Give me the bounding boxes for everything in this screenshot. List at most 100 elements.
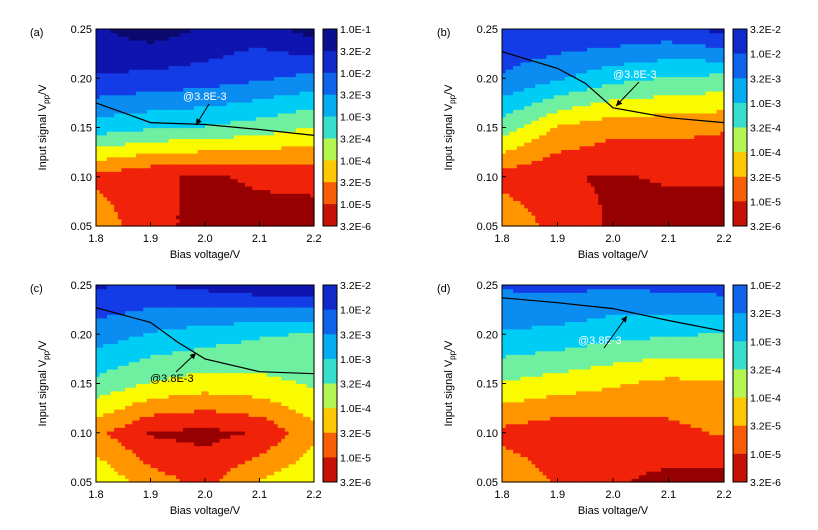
heatmap-cell	[601, 131, 607, 136]
heatmap-cell	[303, 105, 308, 110]
heatmap-cell	[509, 204, 514, 209]
heatmap-cell	[190, 80, 195, 85]
heatmap-cell	[587, 211, 592, 216]
heatmap-cell	[284, 69, 290, 74]
heatmap-cell	[139, 174, 144, 180]
heatmap-cell	[524, 160, 529, 165]
heatmap-cell	[121, 101, 126, 107]
heatmap-cell	[598, 65, 603, 70]
heatmap-cell	[139, 94, 144, 99]
heatmap-cell	[284, 160, 290, 165]
heatmap-cell	[175, 127, 181, 132]
heatmap-cell	[259, 134, 264, 140]
heatmap-cell	[299, 109, 304, 114]
heatmap-cell	[255, 178, 261, 183]
heatmap-cell	[223, 218, 228, 223]
heatmap-cell	[106, 61, 112, 67]
heatmap-cell	[568, 101, 573, 107]
heatmap-cell	[219, 69, 224, 74]
heatmap-cell	[154, 145, 159, 150]
heatmap-cell	[121, 145, 126, 150]
heatmap-cell	[609, 120, 614, 125]
heatmap-cell	[197, 167, 202, 172]
heatmap-cell	[194, 83, 199, 88]
heatmap-cell	[306, 171, 311, 176]
heatmap-cell	[190, 61, 195, 67]
heatmap-cell	[252, 222, 257, 227]
heatmap-cell	[219, 171, 224, 176]
heatmap-cell	[179, 156, 184, 161]
heatmap-cell	[583, 120, 588, 125]
heatmap-cell	[241, 163, 246, 169]
heatmap-cell	[168, 142, 173, 147]
heatmap-cell	[139, 163, 144, 169]
heatmap-cell	[165, 174, 170, 180]
heatmap-cell	[128, 39, 133, 45]
heatmap-cell	[527, 101, 533, 107]
heatmap-cell	[132, 215, 137, 220]
heatmap-cell	[175, 112, 181, 118]
heatmap-cell	[128, 185, 133, 191]
heatmap-cell	[194, 182, 199, 187]
heatmap-cell	[121, 171, 126, 176]
heatmap-cell	[96, 116, 101, 121]
heatmap-cell	[535, 200, 540, 205]
heatmap-cell	[230, 134, 235, 140]
heatmap-cell	[266, 58, 271, 63]
heatmap-cell	[255, 185, 261, 191]
heatmap-cell	[266, 61, 271, 67]
heatmap-cell	[509, 189, 514, 194]
heatmap-cell	[539, 87, 544, 92]
heatmap-cell	[165, 207, 170, 213]
heatmap-cell	[143, 36, 148, 41]
heatmap-cell	[576, 123, 581, 129]
heatmap-cell	[259, 178, 264, 183]
heatmap-cell	[186, 182, 192, 187]
heatmap-cell	[572, 58, 577, 63]
heatmap-cell	[234, 215, 239, 220]
heatmap-cell	[292, 127, 297, 132]
heatmap-cell	[255, 138, 261, 143]
heatmap-cell	[277, 94, 282, 99]
heatmap-cell	[226, 120, 232, 125]
heatmap-cell	[208, 87, 213, 92]
heatmap-cell	[284, 134, 290, 140]
heatmap-cell	[106, 58, 112, 63]
heatmap-cell	[609, 211, 614, 216]
heatmap-cell	[546, 36, 551, 41]
heatmap-cell	[542, 204, 547, 209]
heatmap-cell	[215, 222, 221, 227]
heatmap-cell	[215, 185, 221, 191]
heatmap-cell	[259, 123, 264, 129]
heatmap-cell	[572, 174, 577, 180]
heatmap-cell	[568, 149, 573, 154]
heatmap-cell	[568, 58, 573, 63]
heatmap-cell	[505, 178, 510, 183]
heatmap-cell	[520, 200, 525, 205]
heatmap-cell	[241, 189, 246, 194]
heatmap-cell	[583, 76, 588, 81]
heatmap-cell	[583, 167, 588, 172]
heatmap-cell	[277, 69, 282, 74]
heatmap-cell	[190, 116, 195, 121]
heatmap-cell	[223, 65, 228, 70]
heatmap-cell	[106, 182, 112, 187]
heatmap-cell	[266, 43, 271, 48]
heatmap-cell	[572, 61, 577, 67]
heatmap-cell	[205, 138, 210, 143]
heatmap-cell	[502, 98, 507, 103]
heatmap-cell	[609, 72, 614, 78]
heatmap-cell	[601, 54, 607, 59]
heatmap-cell	[277, 47, 282, 52]
heatmap-cell	[527, 138, 533, 143]
heatmap-cell	[564, 215, 570, 220]
heatmap-cell	[179, 127, 184, 132]
heatmap-cell	[255, 98, 261, 103]
heatmap-cell	[215, 142, 221, 147]
heatmap-cell	[255, 91, 261, 96]
heatmap-cell	[557, 50, 562, 56]
heatmap-cell	[546, 200, 551, 205]
heatmap-cell	[179, 54, 184, 59]
heatmap-cell	[568, 222, 573, 227]
heatmap-cell	[146, 167, 152, 172]
